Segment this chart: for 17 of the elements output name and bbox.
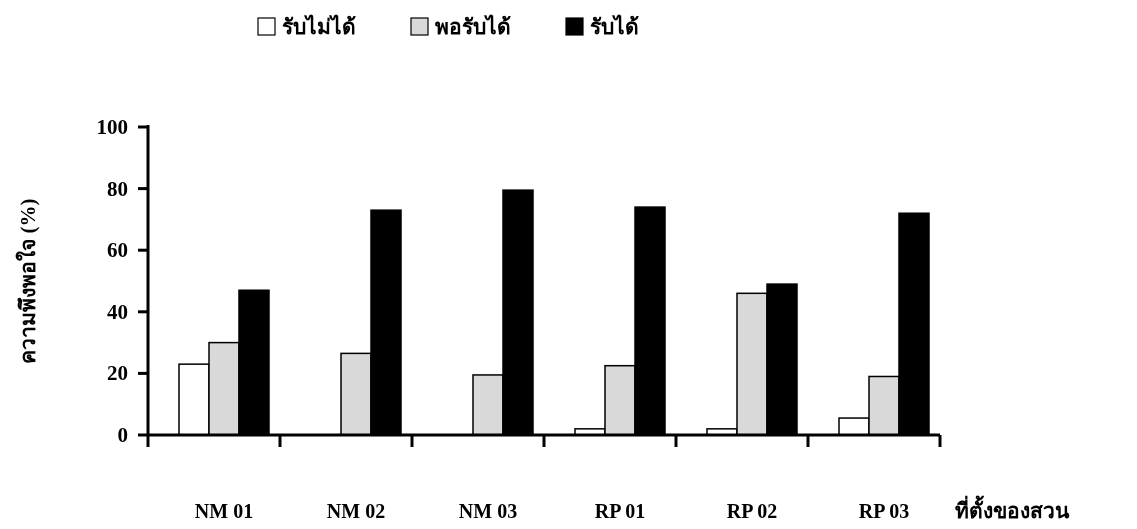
x-tick-label: RP 01 bbox=[594, 500, 646, 522]
x-tick-label: NM 03 bbox=[458, 500, 518, 522]
y-tick-label: 0 bbox=[117, 423, 128, 447]
legend-label: รับได้ bbox=[590, 14, 639, 39]
x-tick-label: NM 01 bbox=[194, 500, 254, 522]
x-axis-title: ที่ตั้งของสวน bbox=[955, 495, 1070, 523]
y-axis-title: ความพึงพอใจ (%) bbox=[15, 198, 40, 364]
legend-label: รับไม่ได้ bbox=[282, 14, 356, 39]
legend-label: พอรับได้ bbox=[435, 14, 511, 39]
y-tick-label: 40 bbox=[107, 299, 128, 324]
x-tick-label: RP 02 bbox=[726, 500, 778, 522]
x-tick-label: RP 03 bbox=[858, 500, 910, 522]
y-tick-label: 60 bbox=[107, 238, 128, 263]
y-tick-label: 20 bbox=[107, 361, 128, 386]
y-tick-label: 100 bbox=[96, 115, 128, 139]
x-tick-label: NM 02 bbox=[326, 500, 386, 522]
y-tick-label: 80 bbox=[107, 176, 128, 201]
